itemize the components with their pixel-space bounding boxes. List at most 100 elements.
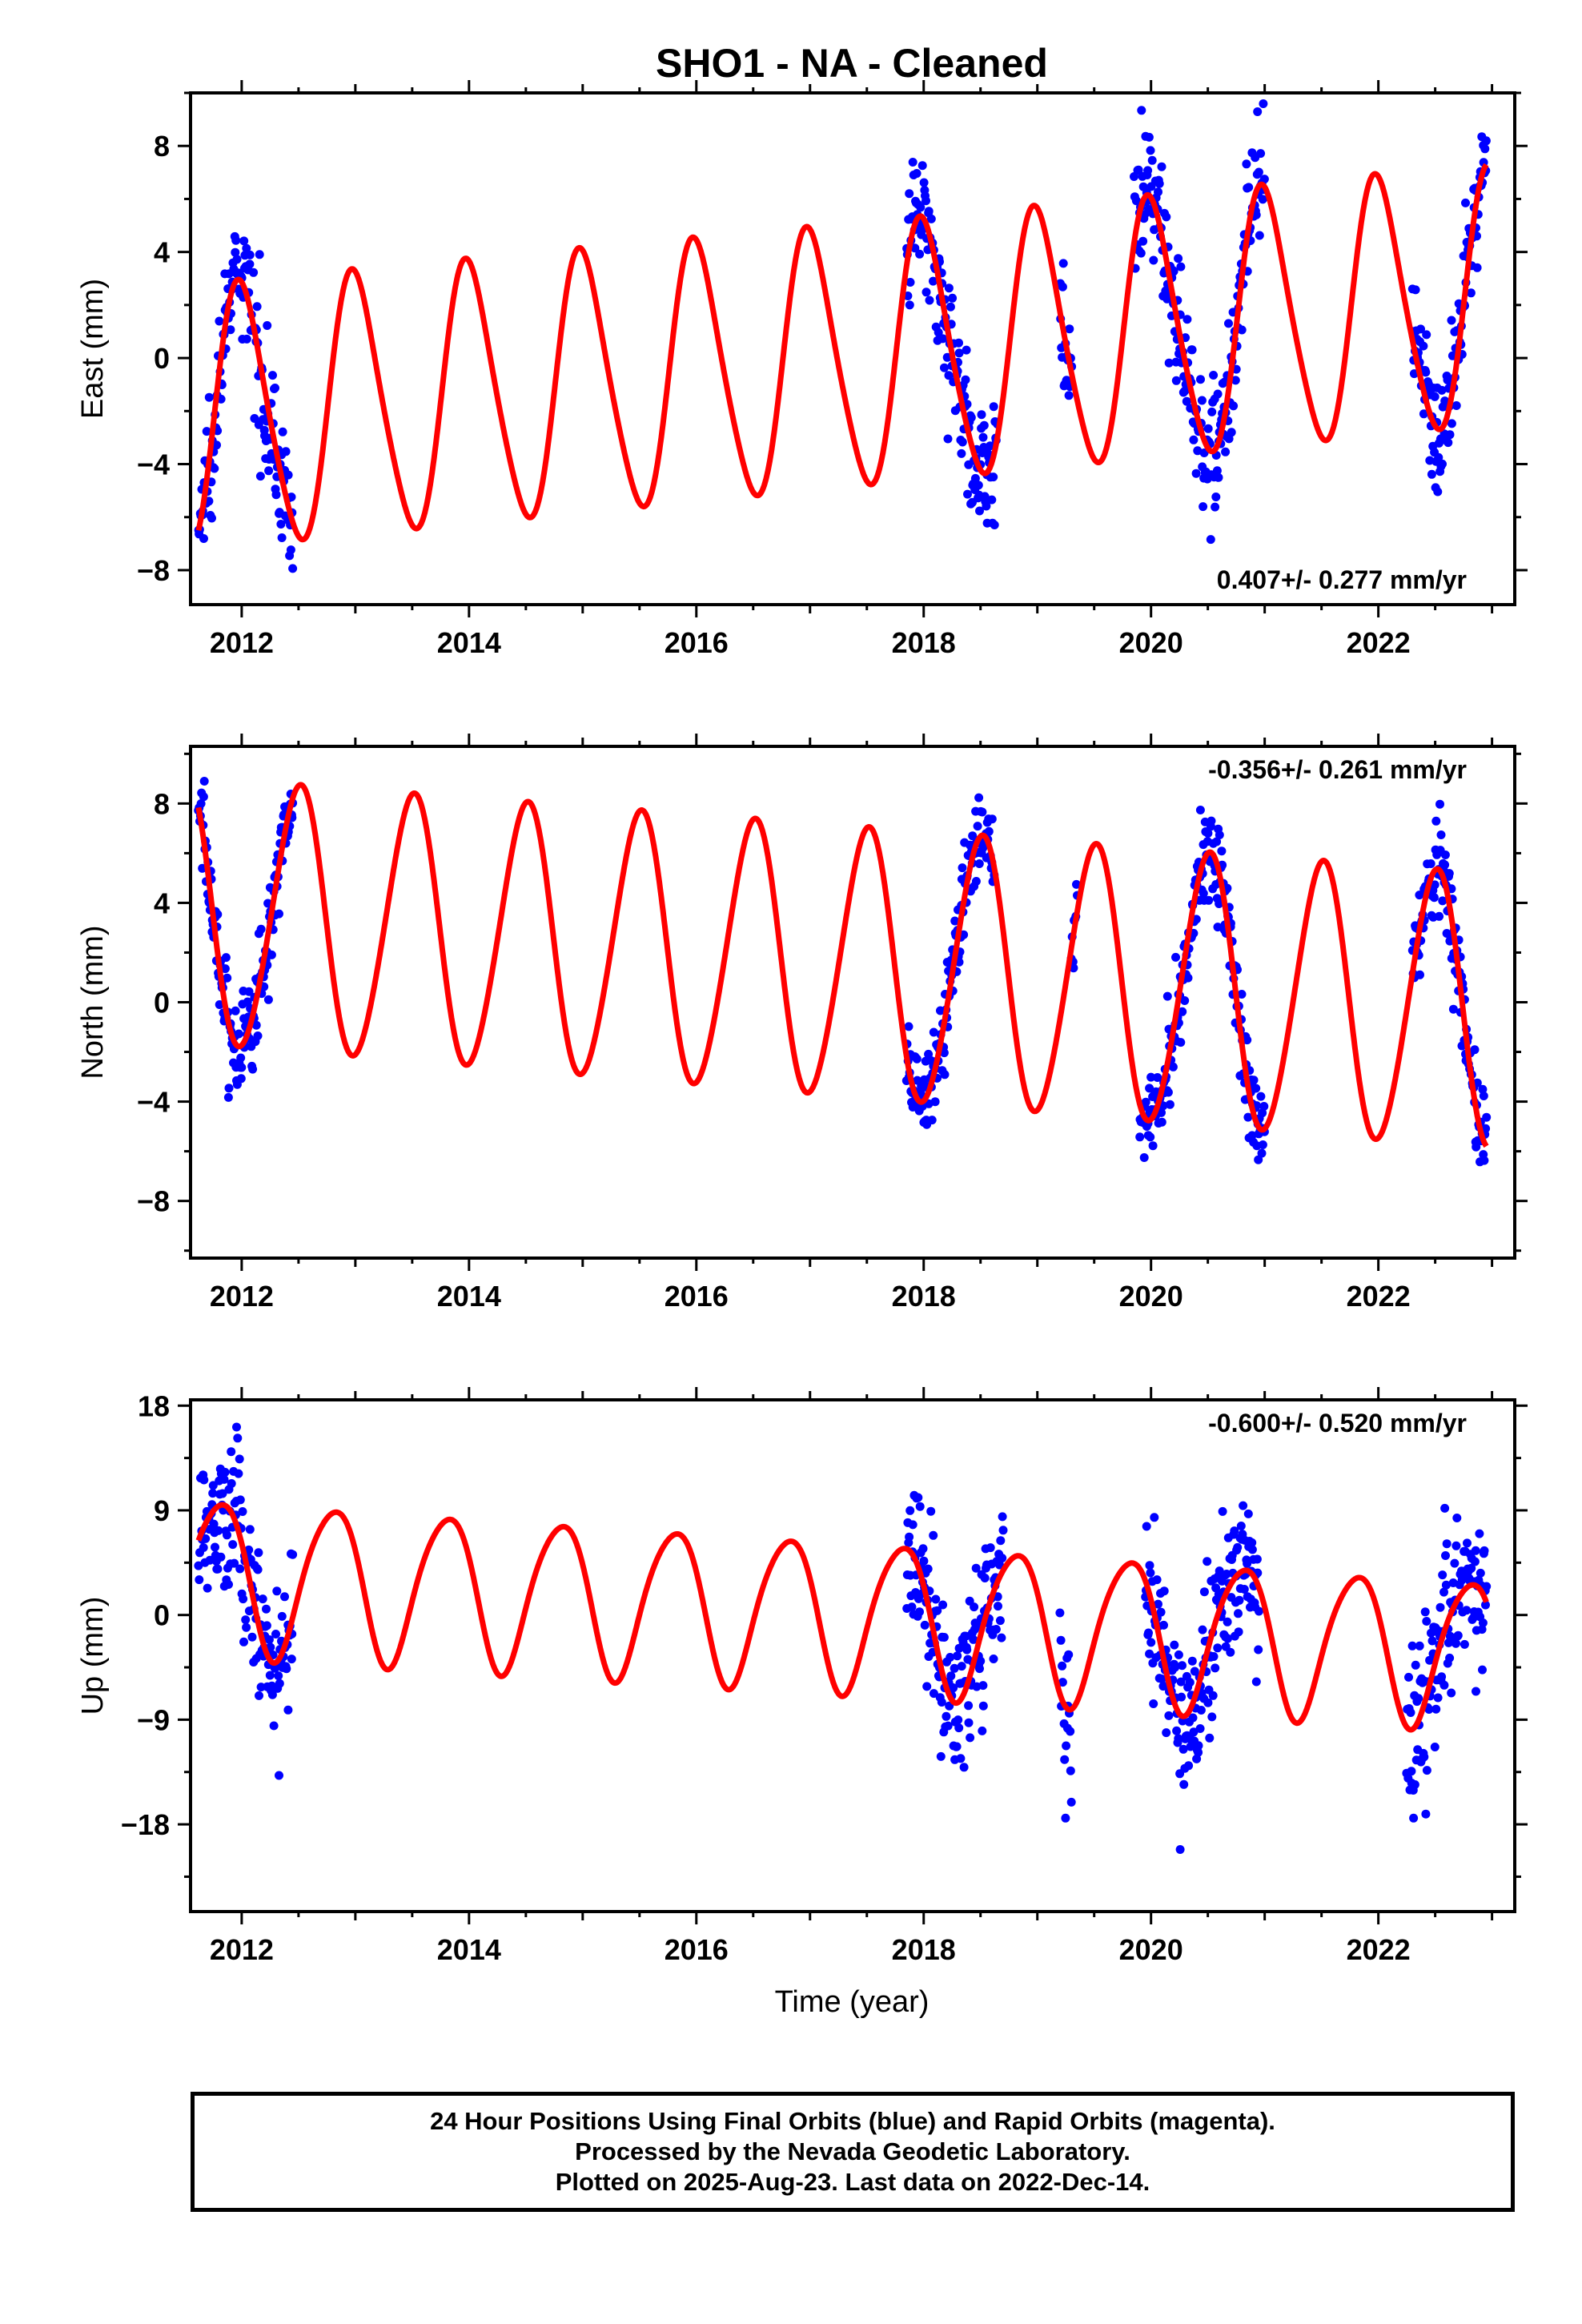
north-data-point: [1178, 1007, 1187, 1016]
east-data-point: [1255, 231, 1264, 240]
up-data-point: [227, 1447, 236, 1457]
east-data-point: [975, 506, 984, 516]
east-data-point: [1244, 183, 1254, 192]
up-data-point: [1203, 1557, 1212, 1566]
up-data-point: [1211, 1663, 1220, 1673]
north-data-point: [1180, 996, 1190, 1005]
up-data-point: [230, 1558, 239, 1568]
east-data-point: [207, 513, 216, 523]
east-data-point: [915, 249, 925, 259]
up-data-point: [262, 1621, 271, 1630]
north-data-point: [1203, 829, 1213, 838]
east-data-point: [1137, 106, 1146, 115]
up-data-point: [1447, 1688, 1456, 1698]
up-data-point: [1199, 1587, 1209, 1597]
east-data-point: [249, 267, 259, 277]
east-data-point: [1443, 376, 1452, 384]
up-data-point: [1424, 1705, 1434, 1714]
east-data-point: [1191, 468, 1201, 478]
north-data-point: [1204, 895, 1214, 905]
up-data-point: [1058, 1678, 1067, 1687]
up-data-point: [253, 1565, 263, 1574]
up-data-point: [1441, 1580, 1451, 1590]
east-data-point: [231, 235, 241, 245]
up-data-point: [959, 1763, 969, 1772]
up-data-point: [255, 1691, 263, 1700]
up-data-point: [915, 1607, 924, 1617]
up-data-point: [1247, 1538, 1257, 1547]
east-data-point: [288, 564, 298, 573]
east-data-point: [966, 412, 976, 422]
east-data-point: [1480, 144, 1490, 154]
east-data-point: [264, 466, 274, 476]
east-data-point: [1214, 472, 1223, 482]
north-data-point: [251, 1020, 261, 1030]
east-x-tick-label: 2018: [892, 626, 956, 659]
east-data-point: [1212, 466, 1222, 476]
x-axis-label: Time (year): [775, 1985, 930, 2019]
up-data-points: [194, 1422, 1492, 1854]
up-data-point: [287, 1655, 296, 1664]
up-data-point: [950, 1663, 959, 1673]
east-y-axis-label: East (mm): [76, 279, 110, 419]
up-data-point: [933, 1606, 942, 1615]
east-data-point: [1481, 136, 1491, 146]
east-data-point: [1430, 392, 1439, 401]
up-data-point: [1409, 1813, 1419, 1823]
north-data-point: [1243, 1035, 1252, 1045]
east-data-point: [1189, 435, 1199, 444]
up-data-point: [1198, 1625, 1207, 1634]
up-data-point: [978, 1681, 988, 1691]
east-data-point: [1182, 396, 1191, 406]
north-data-point: [1148, 1141, 1158, 1151]
up-data-point: [1233, 1542, 1243, 1552]
north-data-point: [1217, 846, 1227, 856]
north-data-point: [1183, 973, 1193, 983]
north-data-point: [1195, 806, 1205, 814]
up-data-point: [1178, 1661, 1186, 1671]
east-data-point: [1211, 493, 1221, 501]
up-data-point: [1478, 1618, 1488, 1627]
up-data-point: [211, 1542, 219, 1552]
up-data-point: [199, 1543, 208, 1552]
up-data-point: [1145, 1561, 1154, 1570]
up-data-point: [1223, 1634, 1232, 1643]
east-data-point: [1134, 165, 1143, 175]
north-data-point: [1257, 1148, 1267, 1158]
up-data-point: [1176, 1677, 1186, 1687]
up-data-point: [1208, 1691, 1218, 1700]
up-x-tick-label: 2020: [1119, 1933, 1183, 1966]
up-data-point: [1470, 1557, 1480, 1566]
east-data-point: [1237, 325, 1247, 335]
north-data-point: [221, 953, 231, 963]
up-data-point: [1066, 1797, 1076, 1807]
up-data-point: [272, 1586, 282, 1596]
up-data-point: [1150, 1513, 1159, 1522]
up-data-point: [1476, 1568, 1485, 1578]
up-data-point: [954, 1723, 964, 1733]
north-data-point: [1249, 1076, 1259, 1085]
up-y-axis-label: Up (mm): [76, 1597, 110, 1715]
up-data-point: [201, 1534, 211, 1543]
up-data-point: [1463, 1538, 1472, 1548]
up-plot-frame: [189, 1398, 1516, 1913]
north-data-point: [199, 792, 208, 802]
up-data-point: [1482, 1582, 1492, 1591]
up-data-point: [997, 1633, 1006, 1642]
north-data-point: [263, 995, 273, 1004]
east-data-point: [970, 473, 980, 483]
north-data-point: [1429, 893, 1439, 903]
north-x-tick-label: 2016: [665, 1280, 729, 1313]
east-data-point: [250, 414, 259, 423]
east-data-point: [1427, 469, 1436, 479]
east-data-point: [987, 495, 997, 505]
east-data-point: [1229, 401, 1239, 411]
north-plot-frame: [189, 745, 1516, 1260]
north-data-point: [256, 924, 266, 934]
up-data-point: [1162, 1728, 1171, 1738]
up-data-point: [1421, 1809, 1431, 1819]
up-data-point: [1061, 1813, 1070, 1823]
east-data-point: [989, 402, 998, 412]
east-data-point: [1221, 447, 1231, 456]
east-data-point: [962, 345, 971, 355]
